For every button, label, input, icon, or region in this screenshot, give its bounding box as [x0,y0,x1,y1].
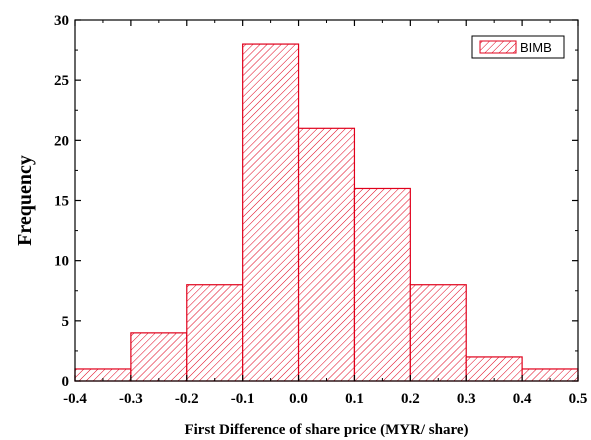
x-tick-label: -0.2 [175,391,199,407]
histogram-bar [186,284,244,382]
y-tick-label: 0 [62,374,70,390]
x-tick-label: -0.3 [119,391,143,407]
legend-swatch [479,40,517,54]
y-tick-label: 25 [54,73,69,89]
legend-label: BIMB [520,40,552,55]
x-tick-label: 0.1 [345,391,364,407]
x-tick-label: 0.2 [401,391,420,407]
x-axis-title: First Difference of share price (MYR/ sh… [184,422,468,438]
y-tick-label: 30 [54,13,69,29]
histogram-bar [353,187,411,382]
histogram-bar [130,332,188,382]
y-tick-label: 20 [54,133,69,149]
x-tick-label: -0.4 [63,391,87,407]
histogram-bar [465,356,523,382]
x-tick-label: -0.1 [231,391,255,407]
histogram-bar [242,43,300,382]
legend: BIMB [471,35,565,59]
x-tick-label: 0.0 [289,391,308,407]
bars-group [74,43,579,382]
y-axis: 0 5 10 15 20 25 30 [54,13,578,390]
y-tick-label: 15 [54,194,69,210]
histogram-bar [409,284,467,382]
x-tick-label: 0.4 [513,391,532,407]
y-tick-label: 10 [54,254,69,270]
x-tick-label: 0.5 [569,391,588,407]
y-tick-label: 5 [62,314,70,330]
histogram-bar [297,127,356,382]
x-axis: -0.4 -0.3 -0.2 -0.1 0.0 0.1 0.2 0.3 0.4 0.5 [63,20,587,407]
y-axis-title: Frequency [14,155,36,246]
x-tick-label: 0.3 [457,391,476,407]
